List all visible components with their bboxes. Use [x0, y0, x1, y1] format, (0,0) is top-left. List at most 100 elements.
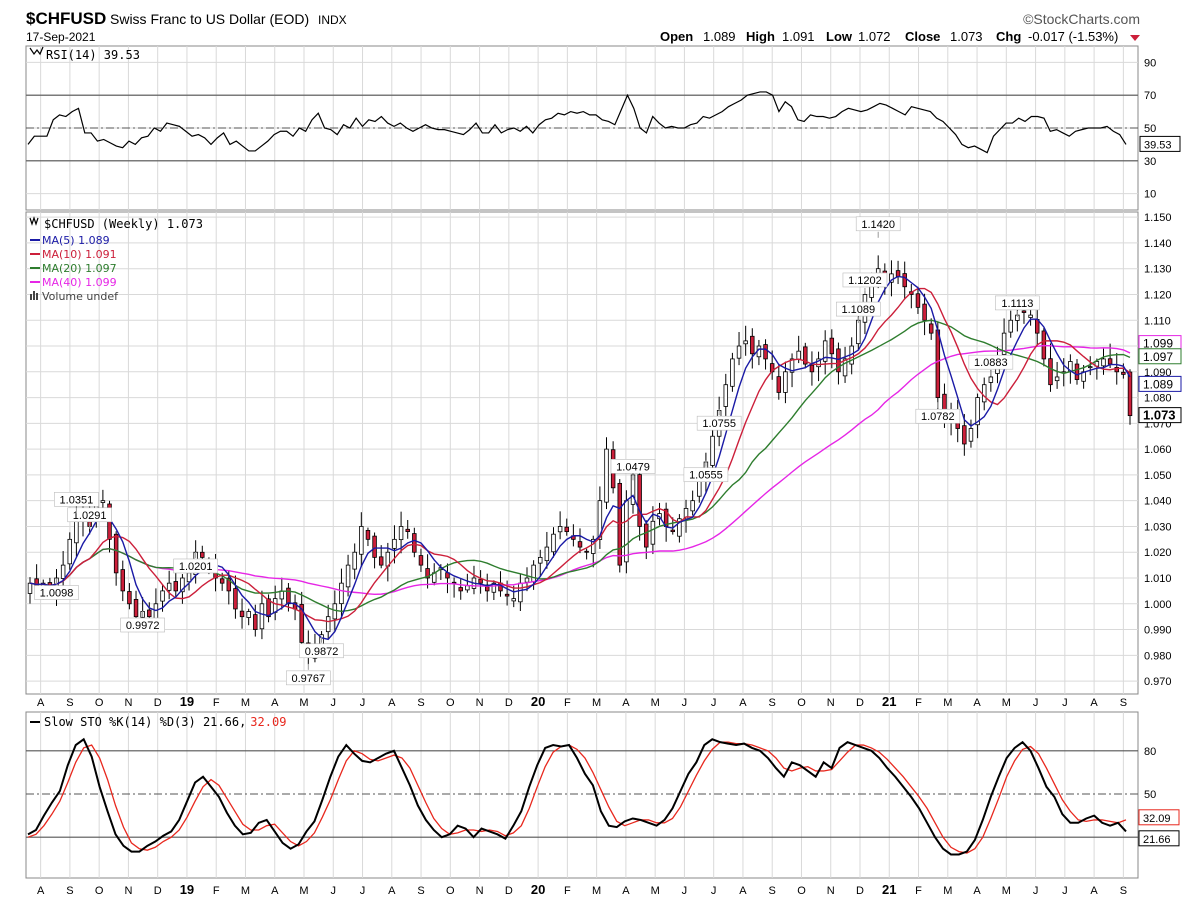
high-value: 1.091	[782, 29, 815, 44]
open-value: 1.089	[703, 29, 736, 44]
x-tick-label: A	[739, 885, 747, 897]
x-tick-label: M	[1002, 697, 1011, 709]
price-y-tick: 1.000	[1144, 599, 1172, 611]
candle	[557, 526, 563, 533]
price-y-tick: 1.130	[1144, 264, 1172, 276]
low-value: 1.072	[858, 29, 891, 44]
sto-label-d: 32.09	[250, 715, 286, 729]
sto-label-prefix: Slow STO %K(14) %D(3) 21.66,	[44, 715, 246, 729]
legend-ma5: MA(5) 1.089	[42, 234, 110, 247]
candle	[180, 577, 185, 593]
candle	[1114, 366, 1119, 373]
x-tick-label: S	[769, 697, 776, 709]
x-tick-label: J	[1062, 885, 1068, 897]
candle	[120, 569, 126, 592]
candle	[133, 598, 139, 618]
price-annotation: 1.0883	[974, 357, 1008, 369]
chg-label: Chg	[996, 29, 1021, 44]
x-tick-label: A	[973, 697, 981, 709]
price-frame	[25, 211, 1139, 695]
x-tick-label: J	[711, 697, 717, 709]
candle	[928, 323, 934, 334]
x-tick-label: J	[331, 697, 337, 709]
candle	[511, 598, 516, 602]
candle	[478, 578, 483, 584]
x-tick-label: 21	[882, 882, 896, 897]
price-y-tick: 0.990	[1144, 625, 1172, 637]
x-tick-label: F	[213, 885, 220, 897]
candle	[226, 577, 232, 592]
rsi-indicator-icon	[29, 46, 44, 56]
candle	[233, 588, 238, 610]
candle	[968, 428, 974, 442]
candle	[531, 564, 536, 582]
x-tick-label: J	[1033, 697, 1039, 709]
price-annotation: 1.0201	[179, 561, 213, 573]
candle	[1107, 358, 1113, 365]
chg-down-arrow-icon	[1130, 35, 1140, 41]
x-tick-label: S	[1120, 697, 1127, 709]
candle	[1028, 314, 1033, 318]
sto-y-tick: 80	[1144, 746, 1156, 758]
rsi-panel: 90 70 50 30 10 39.53	[26, 57, 1181, 201]
sto-frame	[25, 711, 1139, 879]
candle	[591, 538, 596, 554]
close-label: Close	[905, 29, 940, 44]
annotation-box	[173, 558, 218, 574]
candle	[339, 582, 344, 605]
legend-ma20: MA(20) 1.097	[42, 262, 117, 275]
price-annotation: 1.0782	[921, 411, 955, 423]
candle	[922, 303, 927, 321]
candle	[736, 345, 742, 359]
price-panel: 1.1501.1401.1301.1201.1101.1001.0901.080…	[26, 212, 1182, 688]
candle	[889, 273, 894, 283]
x-tick-label: N	[476, 885, 484, 897]
low-label: Low	[826, 29, 853, 44]
price-y-tick: 1.090	[1144, 367, 1172, 379]
x-tick-label: A	[271, 697, 279, 709]
annotation-box	[34, 585, 79, 600]
rsi-last-value: 39.53	[1144, 139, 1172, 151]
candle	[504, 593, 510, 597]
x-tick-label: S	[769, 885, 776, 897]
right-value-box	[1138, 407, 1182, 424]
x-tick-label: O	[797, 697, 806, 709]
legend-ma40: MA(40) 1.099	[42, 276, 117, 289]
sto-right-label: 21.66	[1143, 834, 1171, 846]
x-tick-label: N	[827, 697, 835, 709]
candle	[60, 564, 66, 579]
candle	[425, 568, 430, 579]
brand-logo: ©StockCharts.com	[1023, 11, 1140, 27]
x-tick-label: M	[651, 697, 660, 709]
legend-volume: Volume undef	[42, 290, 119, 303]
sto-label-group: Slow STO %K(14) %D(3) 21.66, 32.09	[30, 715, 286, 729]
price-annotation: 1.0351	[60, 494, 94, 506]
x-tick-label: M	[1002, 885, 1011, 897]
ma10-line	[29, 287, 1131, 623]
annotation-box	[696, 415, 742, 431]
price-annotation: 1.0479	[616, 461, 650, 473]
rsi-line	[27, 91, 1127, 154]
price-y-tick: 1.140	[1144, 238, 1172, 250]
candle	[1121, 371, 1126, 375]
x-tick-label: J	[1033, 885, 1039, 897]
x-tick-label: O	[446, 697, 455, 709]
candle	[412, 533, 417, 553]
x-tick-label: J	[682, 697, 688, 709]
candle	[259, 603, 265, 630]
high-label: High	[746, 29, 775, 44]
price-y-tick: 1.120	[1144, 289, 1172, 301]
price-annotation: 1.0291	[73, 510, 107, 522]
candle	[405, 528, 410, 533]
annotation-box	[299, 643, 344, 659]
candle	[538, 556, 543, 564]
candle	[378, 556, 384, 566]
x-tick-label: M	[299, 697, 308, 709]
x-tick-label: 20	[531, 882, 545, 897]
candle	[127, 591, 132, 605]
x-tick-label: A	[37, 697, 45, 709]
price-annotation: 1.1089	[841, 304, 875, 316]
candle	[597, 500, 603, 540]
x-tick-label: S	[66, 885, 73, 897]
candle	[160, 590, 165, 602]
